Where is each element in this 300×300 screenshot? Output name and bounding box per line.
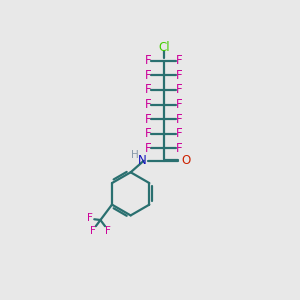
Text: F: F (90, 226, 96, 236)
Text: F: F (145, 113, 152, 126)
Text: F: F (176, 127, 182, 140)
Text: F: F (176, 113, 182, 126)
Text: F: F (105, 226, 111, 236)
Text: F: F (145, 142, 152, 155)
Text: O: O (182, 154, 191, 167)
Text: F: F (145, 98, 152, 111)
Text: F: F (176, 54, 182, 67)
Text: F: F (145, 69, 152, 82)
Text: F: F (145, 54, 152, 67)
Text: F: F (176, 142, 182, 155)
Text: N: N (138, 154, 147, 167)
Text: F: F (87, 214, 93, 224)
Text: F: F (145, 127, 152, 140)
Text: Cl: Cl (158, 41, 170, 54)
Text: F: F (176, 83, 182, 96)
Text: F: F (176, 69, 182, 82)
Text: F: F (176, 98, 182, 111)
Text: F: F (145, 83, 152, 96)
Text: H: H (131, 150, 139, 160)
